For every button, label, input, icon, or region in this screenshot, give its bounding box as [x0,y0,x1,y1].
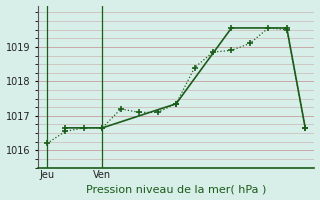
X-axis label: Pression niveau de la mer( hPa ): Pression niveau de la mer( hPa ) [86,184,266,194]
